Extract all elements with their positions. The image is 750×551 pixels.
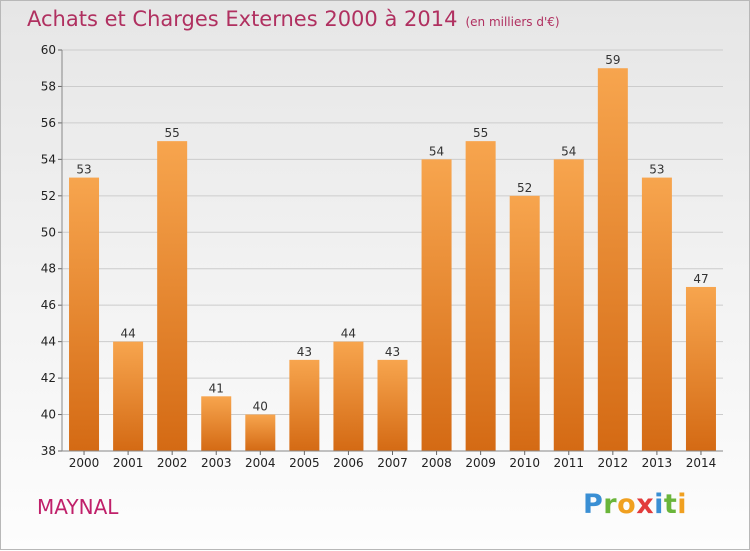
- proxiti-logo: Proxiti: [583, 489, 687, 520]
- x-tick-label: 2014: [686, 456, 717, 470]
- value-label: 55: [473, 126, 488, 140]
- bar-2010: [509, 195, 540, 451]
- value-label: 59: [605, 53, 620, 67]
- logo-letter: i: [677, 489, 688, 520]
- bar-2003: [201, 396, 232, 451]
- x-tick-label: 2008: [421, 456, 452, 470]
- value-label: 55: [165, 126, 180, 140]
- x-tick-label: 2012: [598, 456, 629, 470]
- x-tick-label: 2000: [69, 456, 100, 470]
- value-label: 43: [385, 345, 400, 359]
- x-tick-label: 2006: [333, 456, 364, 470]
- bar-2009: [465, 141, 496, 452]
- value-label: 52: [517, 181, 532, 195]
- bars: [69, 68, 716, 452]
- value-label: 53: [649, 163, 664, 177]
- value-label: 54: [429, 144, 444, 158]
- y-tick-label: 40: [41, 408, 56, 422]
- y-tick-label: 48: [41, 262, 56, 276]
- commune-name: MAYNAL: [37, 495, 119, 519]
- x-tick-label: 2007: [377, 456, 408, 470]
- bar-2004: [245, 414, 276, 451]
- y-tick-label: 50: [41, 225, 56, 239]
- x-tick-label: 2013: [642, 456, 673, 470]
- logo-letter: o: [617, 489, 637, 520]
- logo-letter: x: [636, 489, 655, 520]
- y-tick-label: 42: [41, 371, 56, 385]
- bar-2013: [641, 177, 672, 451]
- title-text: Achats et Charges Externes 2000 à 2014: [27, 7, 458, 31]
- value-label: 47: [693, 272, 708, 286]
- bar-2012: [597, 68, 628, 452]
- bar-2007: [377, 359, 408, 451]
- title-unit: (en milliers d'€): [465, 15, 560, 29]
- labels: 38 40 42 44 46 48 50 52 54 56 58 60 53 2000 44 2001 55 20…: [41, 43, 717, 470]
- x-tick-label: 2004: [245, 456, 276, 470]
- x-tick-label: 2005: [289, 456, 320, 470]
- x-tick-label: 2002: [157, 456, 188, 470]
- y-tick-label: 58: [41, 79, 56, 93]
- y-tick-label: 44: [41, 335, 56, 349]
- x-tick-label: 2003: [201, 456, 232, 470]
- bar-2014: [685, 286, 716, 451]
- bar-2001: [113, 341, 144, 451]
- x-tick-label: 2009: [465, 456, 496, 470]
- bar-2011: [553, 159, 584, 451]
- bar-2006: [333, 341, 364, 451]
- x-tick-label: 2011: [553, 456, 584, 470]
- value-label: 54: [561, 144, 576, 158]
- bar-2005: [289, 359, 320, 451]
- logo-letter: i: [654, 489, 664, 520]
- value-label: 43: [297, 345, 312, 359]
- value-label: 44: [120, 327, 135, 341]
- value-label: 53: [76, 163, 91, 177]
- logo-letter: t: [663, 489, 678, 520]
- logo-letter: P: [583, 489, 604, 520]
- axes: [58, 49, 723, 455]
- y-tick-label: 38: [41, 444, 56, 458]
- value-label: 40: [253, 400, 268, 414]
- bar-2002: [157, 141, 188, 452]
- value-label: 41: [209, 381, 224, 395]
- y-tick-label: 54: [41, 152, 56, 166]
- y-tick-label: 60: [41, 43, 56, 57]
- bar-2008: [421, 159, 452, 451]
- y-tick-label: 56: [41, 116, 56, 130]
- bar-2000: [69, 177, 100, 451]
- logo-letter: r: [603, 489, 618, 520]
- value-label: 44: [341, 327, 356, 341]
- y-tick-label: 52: [41, 189, 56, 203]
- x-tick-label: 2010: [509, 456, 540, 470]
- chart-title: Achats et Charges Externes 2000 à 2014 (e…: [27, 7, 560, 31]
- y-tick-label: 46: [41, 298, 56, 312]
- x-tick-label: 2001: [113, 456, 144, 470]
